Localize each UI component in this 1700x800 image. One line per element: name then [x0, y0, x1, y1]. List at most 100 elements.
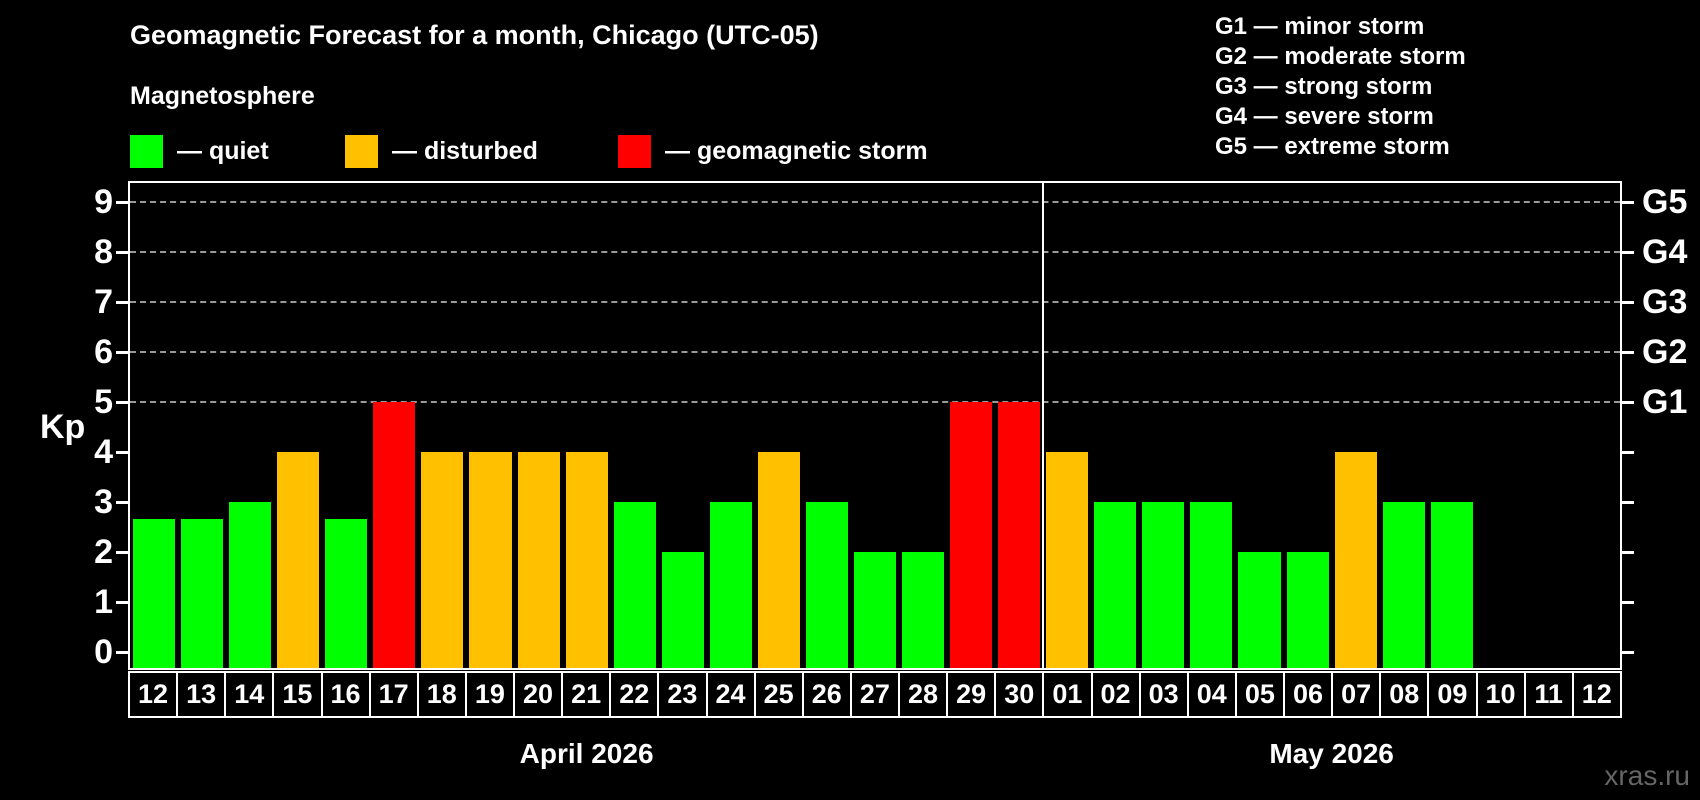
g-label-g4: G4: [1642, 233, 1688, 271]
kp-bar-day-19: [469, 452, 512, 668]
gridline-kp8: [130, 251, 1620, 253]
day-label-may-07: 07: [1331, 671, 1382, 718]
kp-bar-day-06: [1286, 552, 1329, 668]
legend-label-storm: — geomagnetic storm: [665, 137, 928, 165]
day-label-apr-13: 13: [176, 671, 227, 718]
legend-item-quiet: — quiet: [130, 135, 269, 168]
kp-bar-day-12: [133, 518, 176, 668]
y-tick-label-3: 3: [94, 483, 113, 521]
month-label-may: May 2026: [1269, 738, 1394, 769]
legend-item-disturbed: — disturbed: [345, 135, 538, 168]
day-label-apr-21: 21: [561, 671, 612, 718]
left-tick-6: [116, 351, 128, 354]
y-tick-label-4: 4: [94, 433, 113, 471]
g-legend-item-2: G2 — moderate storm: [1215, 43, 1466, 70]
y-tick-label-9: 9: [94, 183, 113, 221]
day-label-apr-16: 16: [320, 671, 371, 718]
y-tick-label-1: 1: [94, 583, 113, 621]
day-label-apr-14: 14: [224, 671, 275, 718]
left-tick-3: [116, 501, 128, 504]
month-label-april: April 2026: [519, 738, 654, 769]
gridline-kp6: [130, 351, 1620, 353]
right-tick-9: [1622, 201, 1634, 204]
kp-bar-day-21: [565, 452, 608, 668]
left-tick-4: [116, 451, 128, 454]
day-label-may-06: 06: [1283, 671, 1334, 718]
right-tick-0: [1622, 651, 1634, 654]
legend-label-disturbed: — disturbed: [392, 137, 538, 165]
g-label-g5: G5: [1642, 183, 1688, 221]
left-tick-2: [116, 551, 128, 554]
left-tick-8: [116, 251, 128, 254]
kp-bar-day-03: [1142, 502, 1185, 668]
kp-bar-day-30: [998, 402, 1041, 668]
kp-bar-day-01: [1046, 452, 1089, 668]
g-legend-item-4: G4 — severe storm: [1215, 103, 1434, 130]
day-axis: 12 13 14 15 16 17 18 19 20 21 22 23 24 25 26 27 28 29 30 01…: [128, 671, 1622, 718]
gridline-kp7: [130, 301, 1620, 303]
right-tick-7: [1622, 301, 1634, 304]
day-label-apr-25: 25: [753, 671, 804, 718]
g-scale-legend: G1 — minor storm G2 — moderate storm G3 — …: [1215, 12, 1466, 162]
day-label-may-05: 05: [1234, 671, 1285, 718]
kp-bar-day-23: [661, 552, 704, 668]
legend-label-quiet: — quiet: [177, 137, 269, 165]
y-tick-label-8: 8: [94, 233, 113, 271]
day-label-apr-20: 20: [513, 671, 564, 718]
kp-bar-day-09: [1430, 502, 1473, 668]
g-legend-item-1: G1 — minor storm: [1215, 13, 1425, 40]
day-label-may-02: 02: [1090, 671, 1141, 718]
right-tick-4: [1622, 451, 1634, 454]
g-legend-item-3: G3 — strong storm: [1215, 73, 1433, 100]
day-label-apr-29: 29: [946, 671, 997, 718]
kp-bar-day-26: [805, 502, 848, 668]
right-tick-1: [1622, 601, 1634, 604]
gridline-kp5: [130, 401, 1620, 403]
kp-bar-day-22: [613, 502, 656, 668]
day-label-may-10: 10: [1475, 671, 1526, 718]
disturbed-swatch: [345, 135, 378, 168]
day-label-apr-26: 26: [801, 671, 852, 718]
day-label-apr-12: 12: [128, 671, 179, 718]
day-label-apr-27: 27: [849, 671, 900, 718]
right-tick-5: [1622, 401, 1634, 404]
day-label-apr-19: 19: [464, 671, 515, 718]
plot-area: [128, 181, 1622, 670]
right-tick-6: [1622, 351, 1634, 354]
day-label-apr-18: 18: [416, 671, 467, 718]
gridline-kp9: [130, 201, 1620, 203]
left-tick-7: [116, 301, 128, 304]
right-tick-2: [1622, 551, 1634, 554]
kp-bar-day-07: [1334, 452, 1377, 668]
legend-item-storm: — geomagnetic storm: [618, 135, 928, 168]
y-tick-label-0: 0: [94, 633, 113, 671]
right-tick-3: [1622, 501, 1634, 504]
y-tick-label-2: 2: [94, 533, 113, 571]
kp-bar-day-13: [181, 518, 224, 668]
kp-bar-day-28: [902, 552, 945, 668]
g-label-g3: G3: [1642, 283, 1688, 321]
day-label-may-11: 11: [1523, 671, 1574, 718]
y-tick-label-7: 7: [94, 283, 113, 321]
left-tick-9: [116, 201, 128, 204]
kp-bar-day-18: [421, 452, 464, 668]
day-label-may-01: 01: [1042, 671, 1093, 718]
y-tick-label-6: 6: [94, 333, 113, 371]
quiet-swatch: [130, 135, 163, 168]
kp-bar-day-20: [517, 452, 560, 668]
left-tick-5: [116, 401, 128, 404]
day-label-apr-15: 15: [272, 671, 323, 718]
left-tick-0: [116, 651, 128, 654]
day-label-apr-17: 17: [368, 671, 419, 718]
day-label-may-09: 09: [1427, 671, 1478, 718]
kp-bar-day-24: [709, 502, 752, 668]
day-label-apr-23: 23: [657, 671, 708, 718]
kp-bar-day-02: [1094, 502, 1137, 668]
day-label-apr-22: 22: [609, 671, 660, 718]
kp-bar-day-17: [373, 402, 416, 668]
g-label-g2: G2: [1642, 333, 1688, 371]
kp-bar-day-05: [1238, 552, 1281, 668]
magnetosphere-label: Magnetosphere: [130, 82, 315, 110]
g-label-g1: G1: [1642, 383, 1688, 421]
